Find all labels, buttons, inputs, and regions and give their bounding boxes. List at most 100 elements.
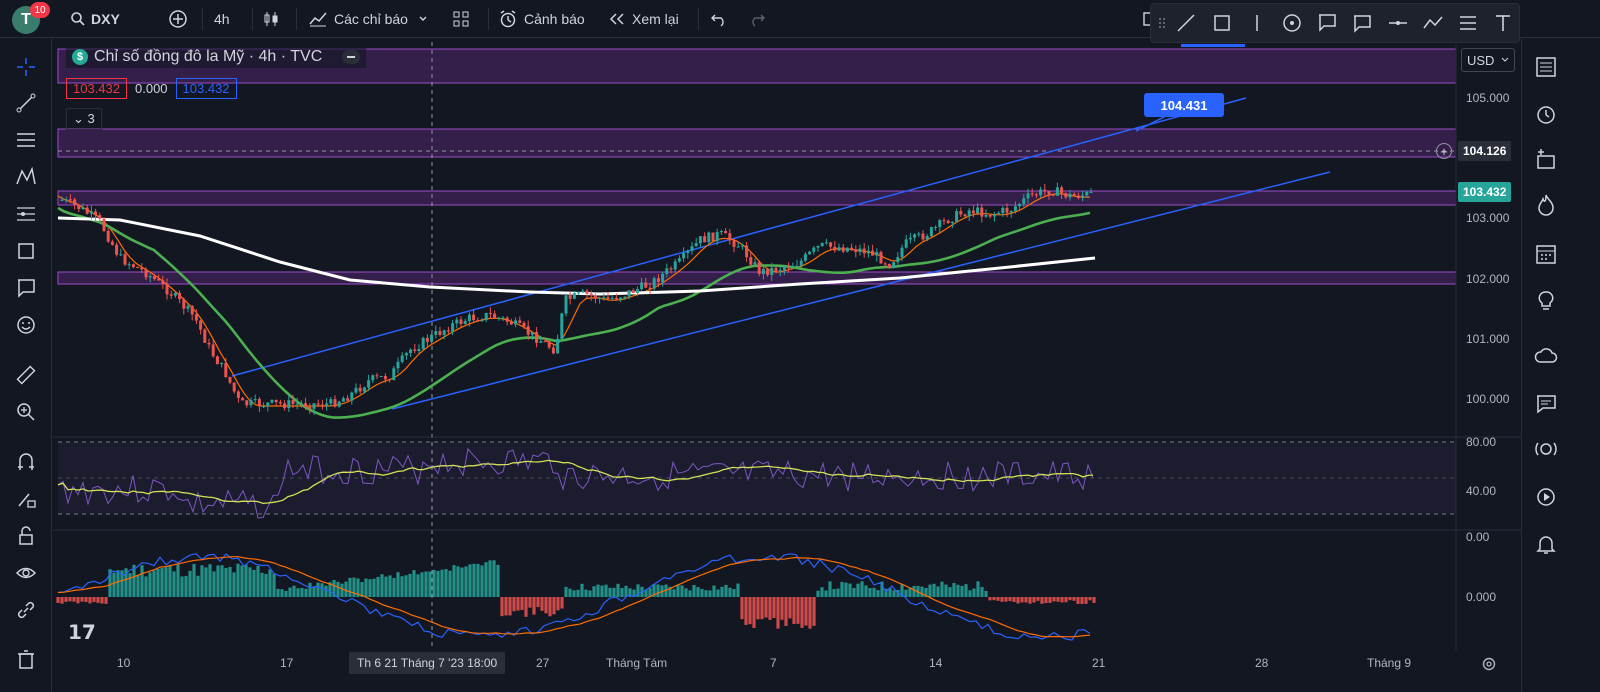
candle-body <box>942 220 946 222</box>
macd-histogram-bar <box>1084 597 1088 604</box>
ruler-tool[interactable] <box>12 361 40 389</box>
currency-select[interactable]: USD <box>1461 48 1515 72</box>
macd-histogram-bar <box>920 586 924 597</box>
signals-button[interactable] <box>1530 434 1562 466</box>
symbol-search-button[interactable]: DXY <box>62 0 128 38</box>
candle-body <box>854 249 858 253</box>
shape-tool[interactable] <box>12 237 40 265</box>
fib-tool[interactable] <box>12 126 40 154</box>
lightbulb-icon <box>1538 291 1554 310</box>
price-callout[interactable]: 104.431 <box>1144 93 1224 117</box>
rectangle-tool-icon[interactable] <box>1206 7 1237 39</box>
candle-body <box>304 403 308 407</box>
candle-body <box>409 349 413 354</box>
undo-button[interactable] <box>702 0 736 38</box>
pattern-tool[interactable] <box>12 163 40 191</box>
comment-tool-icon[interactable] <box>1347 7 1378 39</box>
object-tree-button[interactable] <box>1530 144 1562 176</box>
candle-body <box>934 227 938 229</box>
candle-body <box>560 313 564 339</box>
candle-body <box>858 248 862 253</box>
chart-legend[interactable]: $ Chỉ số đồng đô la Mỹ · 4h · TVC <box>66 46 367 68</box>
circle-tool-icon[interactable] <box>1276 7 1307 39</box>
macd-histogram-bar <box>60 597 64 604</box>
lock-tool[interactable] <box>12 522 40 550</box>
macd-histogram-bar <box>556 597 560 611</box>
redo-button[interactable] <box>740 0 774 38</box>
macd-histogram-bar <box>696 587 700 597</box>
layouts-button[interactable] <box>444 0 478 38</box>
candle-body <box>535 332 539 343</box>
chart-type-button[interactable] <box>254 0 288 38</box>
candle-body <box>677 258 681 262</box>
ideas-button[interactable] <box>1530 285 1562 317</box>
sell-price-box[interactable]: 103.432 <box>66 78 127 99</box>
candle-body <box>106 230 110 242</box>
text-note-tool[interactable] <box>12 274 40 302</box>
candle-body <box>959 211 963 215</box>
prediction-tool[interactable] <box>12 200 40 228</box>
link-tool[interactable] <box>12 596 40 624</box>
chart-area[interactable] <box>53 39 1521 692</box>
macd-histogram-bar <box>72 597 76 602</box>
macd-histogram-bar <box>612 587 616 597</box>
chart-canvas[interactable] <box>53 39 1521 692</box>
indicators-toggle[interactable]: ⌄ 3 <box>66 108 102 130</box>
stay-drawing-tool[interactable] <box>12 485 40 513</box>
candle-body <box>1064 193 1068 198</box>
toolbar-divider <box>698 8 699 30</box>
zoom-in-icon <box>17 403 35 421</box>
macd-histogram-bar <box>1024 597 1028 603</box>
alert-button[interactable]: Cảnh báo <box>490 0 593 38</box>
macd-histogram-bar <box>724 584 728 597</box>
indicators-button[interactable]: Các chỉ báo <box>300 0 436 38</box>
macd-histogram-bar <box>872 587 876 597</box>
replay-button[interactable]: Xem lại <box>600 0 687 38</box>
emoji-tool[interactable] <box>12 311 40 339</box>
interval-button[interactable]: 4h <box>214 10 230 27</box>
macd-histogram-bar <box>948 587 952 597</box>
path-tool-icon[interactable] <box>1417 7 1448 39</box>
chats-button[interactable] <box>1530 341 1562 373</box>
add-alert-plus-icon[interactable]: + <box>1436 143 1452 159</box>
candle-body <box>921 233 925 240</box>
line-tool-icon[interactable] <box>1171 7 1202 39</box>
candle-body <box>89 211 93 214</box>
hotlists-button[interactable] <box>1530 189 1562 221</box>
candle-body <box>1026 193 1030 199</box>
grid-icon <box>453 11 469 26</box>
signal-bulb-icon <box>1535 442 1557 456</box>
crosshair-tool[interactable] <box>12 53 40 81</box>
trendline-tool[interactable] <box>12 89 40 117</box>
candle-body <box>438 331 442 335</box>
compare-add-button[interactable] <box>160 0 196 38</box>
streams-button[interactable] <box>1530 481 1562 513</box>
visibility-tool[interactable] <box>12 559 40 587</box>
settings-gear-icon[interactable] <box>1481 656 1497 677</box>
macd-histogram-bar <box>1076 597 1080 604</box>
buy-price-box[interactable]: 103.432 <box>175 78 237 99</box>
left-drawing-toolbar <box>0 39 52 692</box>
lines-settings-icon[interactable] <box>1453 7 1484 39</box>
macd-histogram-bar <box>296 588 300 597</box>
drag-handle-icon[interactable] <box>1157 7 1167 39</box>
candle-body <box>350 392 354 401</box>
alerts-button[interactable] <box>1530 98 1562 130</box>
macd-histogram-bar <box>400 576 404 597</box>
callout-tool-icon[interactable] <box>1312 7 1343 39</box>
calendar-button[interactable] <box>1530 238 1562 270</box>
zoom-tool[interactable] <box>12 398 40 426</box>
notes-button[interactable] <box>1530 388 1562 420</box>
macd-histogram-bar <box>308 582 312 597</box>
vertical-line-icon[interactable] <box>1241 7 1272 39</box>
candle-body <box>585 290 589 294</box>
remove-drawings-tool[interactable] <box>12 646 40 674</box>
text-tool-icon[interactable] <box>1488 7 1519 39</box>
candle-body <box>925 235 929 240</box>
magnet-tool[interactable] <box>12 448 40 476</box>
candle-body <box>682 253 686 259</box>
horizontal-ray-icon[interactable] <box>1382 7 1413 39</box>
legend-collapse-button[interactable] <box>342 50 361 64</box>
notifications-button[interactable] <box>1530 528 1562 560</box>
watchlist-button[interactable] <box>1530 51 1562 83</box>
